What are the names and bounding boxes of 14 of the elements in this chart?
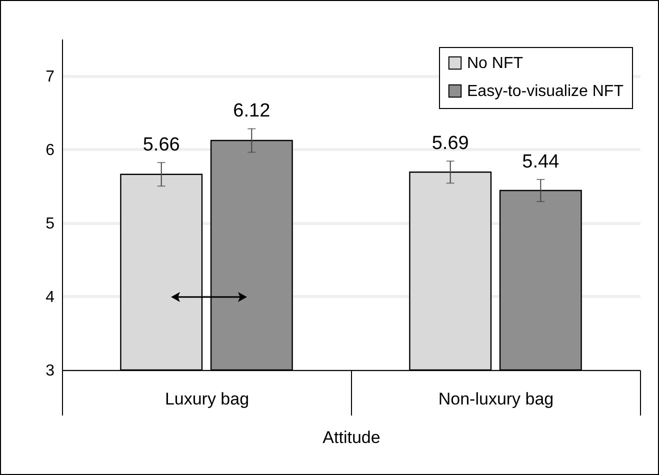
x-tick-label: Non-luxury bag xyxy=(438,390,554,408)
y-tick-label: 6 xyxy=(46,142,55,159)
x-axis-title: Attitude xyxy=(322,428,380,447)
data-label: 5.69 xyxy=(432,133,469,154)
y-tick-label: 3 xyxy=(46,362,55,380)
legend-label: Easy-to-visualize NFT xyxy=(467,83,624,100)
y-tick-label: 7 xyxy=(46,68,55,86)
y-tick-label: 4 xyxy=(46,288,55,306)
y-tick-label: 5 xyxy=(46,215,55,232)
legend-label: No NFT xyxy=(467,55,524,72)
data-label: 5.66 xyxy=(142,134,180,156)
data-label: 5.44 xyxy=(522,151,560,172)
data-label: 6.12 xyxy=(233,100,270,122)
x-tick-label: Luxury bag xyxy=(164,390,250,408)
